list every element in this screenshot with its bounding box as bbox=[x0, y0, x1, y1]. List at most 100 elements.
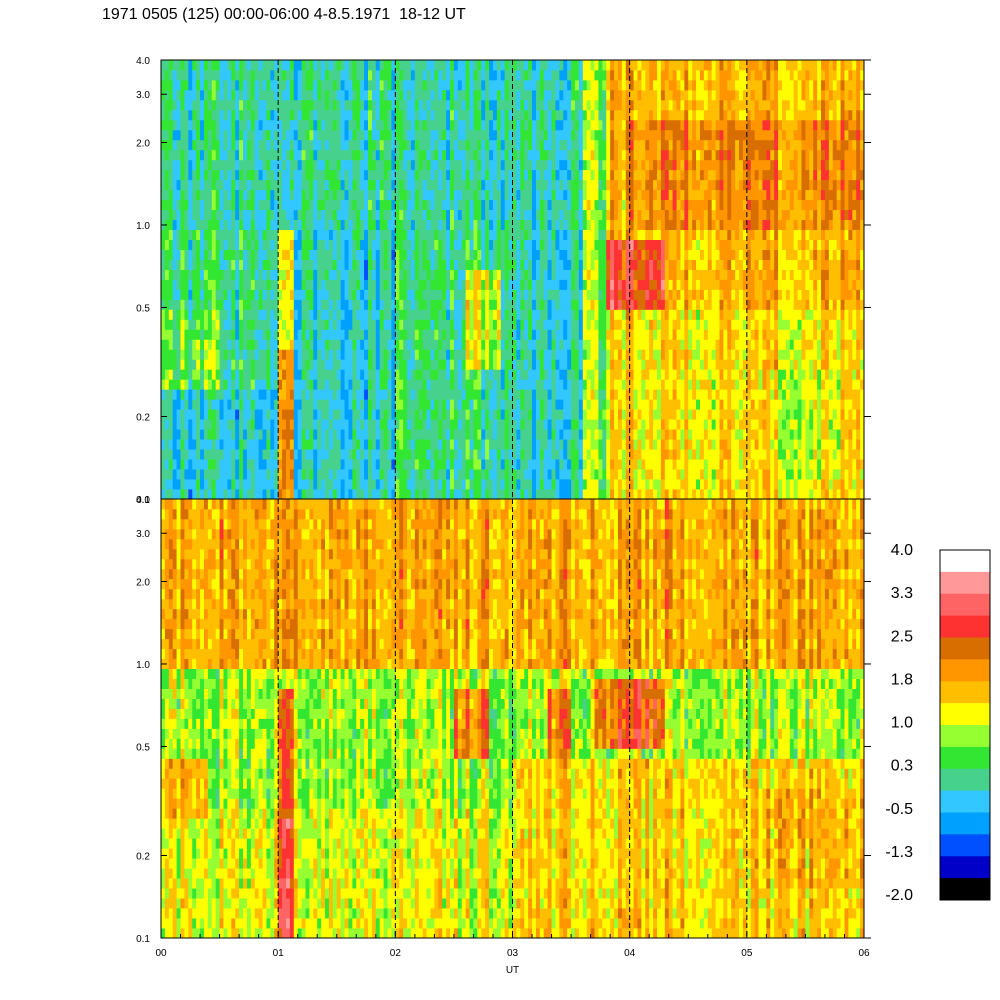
heatmap-cell bbox=[551, 309, 556, 320]
heatmap-cell bbox=[492, 429, 498, 440]
heatmap-cell bbox=[403, 399, 408, 410]
heatmap-cell bbox=[528, 349, 533, 360]
heatmap-cell bbox=[203, 329, 209, 340]
heatmap-cell bbox=[172, 179, 178, 191]
heatmap-cell bbox=[184, 129, 189, 141]
heatmap-cell bbox=[239, 419, 244, 430]
heatmap-cell bbox=[258, 329, 263, 340]
heatmap-cell bbox=[293, 369, 299, 380]
heatmap-cell bbox=[227, 249, 232, 260]
heatmap-cell bbox=[391, 419, 396, 430]
heatmap-cell bbox=[328, 489, 334, 499]
heatmap-cell bbox=[438, 169, 443, 181]
heatmap-cell bbox=[410, 469, 416, 480]
heatmap-cell bbox=[520, 309, 525, 320]
heatmap-cell bbox=[379, 349, 385, 360]
heatmap-cell bbox=[321, 309, 326, 320]
heatmap-cell bbox=[161, 239, 166, 250]
heatmap-cell bbox=[168, 319, 174, 330]
heatmap-cell bbox=[430, 379, 435, 390]
heatmap-cell bbox=[192, 209, 197, 221]
heatmap-cell bbox=[399, 269, 404, 280]
heatmap-cell bbox=[192, 459, 197, 470]
heatmap-cell bbox=[438, 189, 443, 201]
heatmap-cell bbox=[590, 349, 595, 360]
heatmap-cell bbox=[301, 109, 306, 121]
heatmap-cell bbox=[293, 249, 299, 260]
heatmap-cell bbox=[184, 469, 189, 480]
heatmap-cell bbox=[282, 109, 287, 121]
heatmap-cell bbox=[410, 69, 416, 81]
heatmap-cell bbox=[508, 99, 513, 111]
heatmap-cell bbox=[196, 349, 201, 360]
heatmap-cell bbox=[508, 379, 513, 390]
heatmap-cell bbox=[559, 339, 564, 350]
heatmap-cell bbox=[508, 409, 513, 420]
heatmap-cell bbox=[485, 109, 490, 121]
heatmap-cell bbox=[520, 79, 525, 91]
heatmap-cell bbox=[504, 459, 509, 470]
heatmap-cell bbox=[535, 269, 541, 280]
heatmap-cell bbox=[582, 449, 588, 460]
heatmap-cell bbox=[278, 149, 283, 161]
heatmap-cell bbox=[524, 399, 529, 410]
heatmap-cell bbox=[200, 389, 205, 400]
heatmap-cell bbox=[563, 219, 568, 231]
heatmap-cell bbox=[457, 159, 463, 171]
heatmap-cell bbox=[418, 219, 424, 231]
heatmap-cell bbox=[340, 359, 345, 370]
heatmap-cell bbox=[196, 269, 201, 280]
heatmap-cell bbox=[340, 149, 345, 161]
heatmap-cell bbox=[379, 339, 385, 350]
heatmap-cell bbox=[289, 359, 295, 370]
heatmap-cell bbox=[196, 319, 201, 330]
heatmap-cell bbox=[379, 319, 385, 330]
heatmap-cell bbox=[246, 249, 252, 260]
heatmap-cell bbox=[403, 159, 408, 171]
heatmap-cell bbox=[516, 189, 521, 201]
heatmap-cell bbox=[465, 369, 470, 380]
heatmap-cell bbox=[192, 129, 197, 141]
heatmap-cell bbox=[543, 129, 549, 141]
heatmap-cell bbox=[274, 359, 279, 370]
heatmap-cell bbox=[457, 489, 463, 499]
heatmap-cell bbox=[492, 439, 498, 450]
heatmap-cell bbox=[602, 329, 607, 340]
heatmap-cell bbox=[176, 239, 181, 250]
heatmap-cell bbox=[461, 189, 467, 201]
heatmap-cell bbox=[450, 329, 455, 340]
heatmap-cell bbox=[325, 399, 330, 410]
heatmap-cell bbox=[418, 199, 424, 211]
heatmap-cell bbox=[418, 319, 424, 330]
heatmap-cell bbox=[211, 249, 217, 260]
heatmap-cell bbox=[532, 359, 537, 370]
heatmap-cell bbox=[223, 329, 228, 340]
heatmap-cell bbox=[325, 359, 330, 370]
heatmap-cell bbox=[457, 189, 463, 201]
heatmap-cell bbox=[313, 269, 318, 280]
heatmap-cell bbox=[266, 239, 271, 250]
heatmap-cell bbox=[492, 159, 498, 171]
heatmap-cell bbox=[391, 209, 396, 221]
heatmap-cell bbox=[559, 309, 564, 320]
heatmap-cell bbox=[563, 209, 568, 221]
heatmap-cell bbox=[305, 149, 310, 161]
heatmap-cell bbox=[489, 299, 494, 310]
heatmap-cell bbox=[461, 249, 467, 260]
heatmap-cell bbox=[559, 109, 564, 121]
heatmap-cell bbox=[520, 119, 525, 131]
heatmap-cell bbox=[270, 299, 275, 310]
heatmap-cell bbox=[250, 379, 256, 390]
heatmap-cell bbox=[563, 279, 568, 290]
heatmap-cell bbox=[414, 169, 420, 181]
heatmap-cell bbox=[465, 159, 470, 171]
heatmap-cell bbox=[434, 199, 439, 211]
heatmap-cell bbox=[434, 369, 439, 380]
heatmap-cell bbox=[481, 479, 486, 490]
heatmap-cell bbox=[410, 99, 416, 111]
heatmap-cell bbox=[231, 419, 236, 430]
heatmap-cell bbox=[426, 129, 431, 141]
heatmap-cell bbox=[356, 199, 361, 211]
heatmap-cell bbox=[500, 259, 506, 270]
heatmap-cell bbox=[403, 89, 408, 101]
